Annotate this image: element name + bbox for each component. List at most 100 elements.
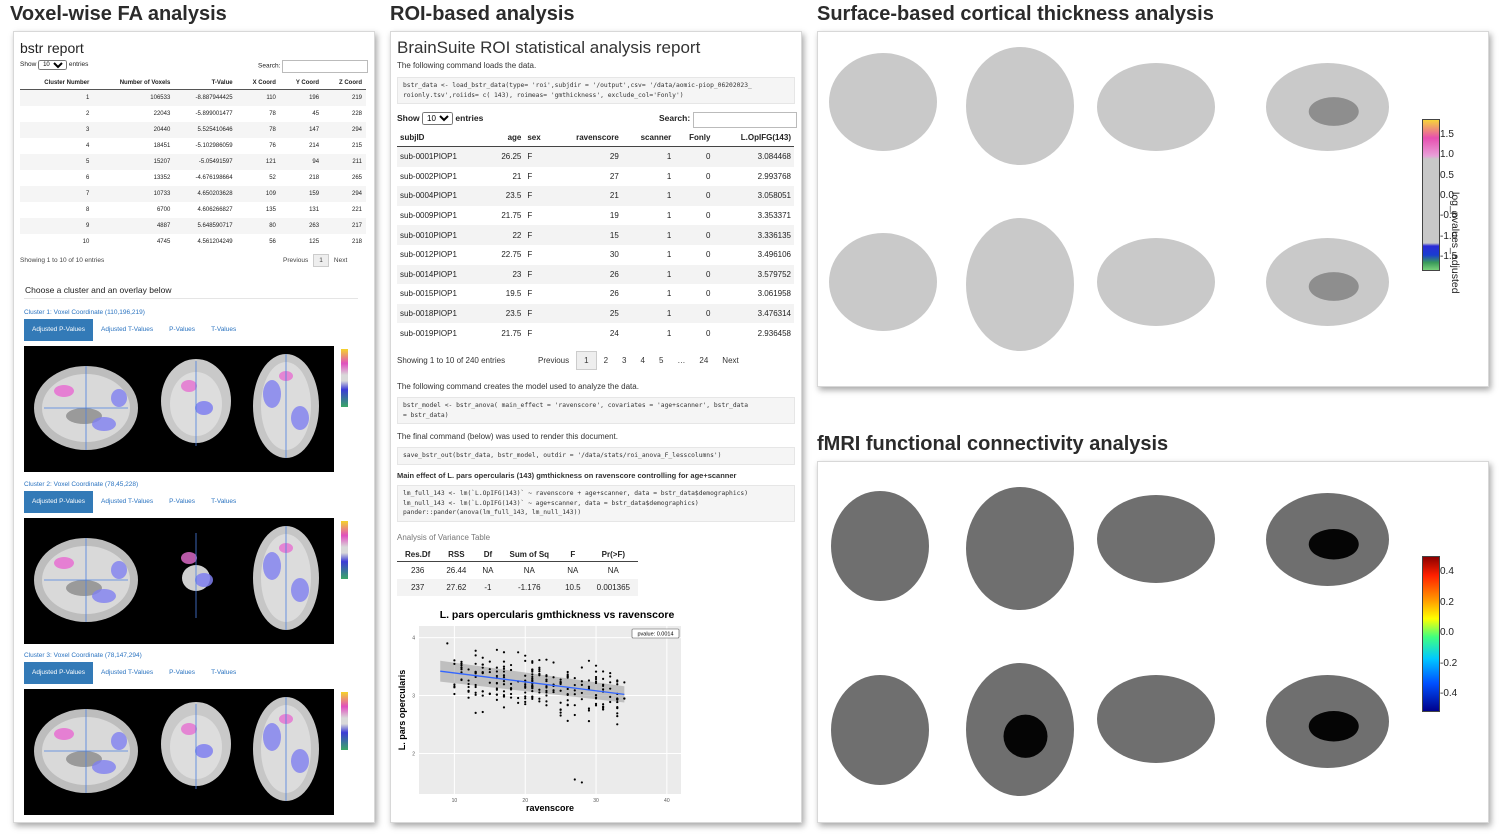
data-point [594, 670, 598, 673]
column-header[interactable]: X Coord [236, 77, 280, 90]
data-point [509, 682, 513, 685]
table-cell: 80 [236, 218, 280, 234]
data-point [616, 683, 619, 686]
data-point [616, 679, 619, 682]
table-row[interactable]: 2 22043 -5.899001477 78 45 228 [20, 106, 366, 122]
column-header[interactable]: sex [524, 130, 553, 147]
data-point [573, 778, 576, 781]
page-button[interactable]: 2 [603, 356, 609, 365]
data-point [545, 680, 548, 683]
column-header[interactable]: Cluster Number [20, 77, 94, 90]
tab-adjusted-t[interactable]: Adjusted T-Values [101, 326, 154, 333]
page-button[interactable]: 4 [640, 356, 645, 365]
roi-search-input[interactable] [692, 112, 797, 128]
fa-next-button[interactable]: Next [333, 257, 348, 264]
table-row[interactable]: sub-0010PIOP1 22 F 15 1 0 3.336135 [397, 225, 794, 245]
brain-render [1096, 62, 1215, 151]
data-point [509, 668, 513, 672]
table-cell: 52 [269, 175, 276, 181]
table-cell: 4.606266827 [197, 207, 233, 213]
column-header[interactable]: Number of Voxels [93, 77, 175, 90]
table-cell: 19 [609, 211, 619, 221]
data-point [573, 683, 576, 687]
table-row[interactable]: 5 15207 -5.05491597 121 94 211 [20, 154, 366, 170]
tab-adjusted-p[interactable]: Adjusted P-Values [24, 662, 93, 684]
table-cell: -4.676198664 [195, 175, 233, 181]
table-cell: 3.061958 [757, 289, 791, 299]
data-point [616, 705, 619, 709]
table-row[interactable]: 1 106533 -8.887944425 110 196 219 [20, 89, 366, 106]
column-header[interactable]: Z Coord [323, 77, 366, 90]
table-cell: 1 [621, 186, 675, 206]
table-row[interactable]: sub-0012PIOP1 22.75 F 30 1 0 3.496106 [397, 245, 794, 265]
data-point [602, 688, 605, 691]
table-cell: 56 [269, 239, 276, 245]
roi-text-1: The following command loads the data. [397, 61, 537, 70]
page-button[interactable]: 1 [576, 351, 597, 370]
surface-brain-view [1096, 237, 1216, 327]
data-point [474, 685, 477, 689]
table-row[interactable]: sub-0002PIOP1 21 F 27 1 0 2.993768 [397, 167, 794, 187]
column-header[interactable]: ravenscore [552, 130, 622, 147]
page-button[interactable]: Previous [538, 356, 570, 365]
data-point [587, 709, 591, 712]
surface-colorbar-label: log_pvalues_adjusted [1449, 192, 1461, 294]
column-header[interactable]: Fonly [674, 130, 714, 147]
table-row[interactable]: 10 4745 4.561204249 56 125 218 [20, 234, 366, 250]
tab-adjusted-t[interactable]: Adjusted T-Values [101, 669, 154, 676]
column-header[interactable]: subjID [397, 130, 488, 147]
table-cell: F [524, 146, 553, 167]
data-point [594, 702, 598, 705]
roi-entries-select[interactable]: 10 [422, 112, 454, 125]
colorbar-tick-label: -0.2 [1440, 657, 1458, 669]
column-header[interactable]: scanner [621, 130, 675, 147]
page-button[interactable]: 5 [658, 356, 664, 365]
tab-adjusted-p[interactable]: Adjusted P-Values [24, 319, 93, 341]
tab-adjusted-t[interactable]: Adjusted T-Values [101, 498, 154, 505]
table-cell: 5.648590717 [174, 218, 237, 234]
data-point [552, 676, 555, 679]
tab-p[interactable]: P-Values [169, 498, 196, 505]
table-row[interactable]: sub-0009PIOP1 21.75 F 19 1 0 3.353371 [397, 206, 794, 226]
table-cell: F [527, 171, 533, 181]
table-row[interactable]: sub-0014PIOP1 23 F 26 1 0 3.579752 [397, 264, 794, 285]
table-row[interactable]: 3 20440 5.525410646 78 147 294 [20, 122, 366, 138]
table-row[interactable]: sub-0004PIOP1 23.5 F 21 1 0 3.058051 [397, 186, 794, 206]
data-point [517, 696, 520, 700]
table-row[interactable]: 6 13352 -4.676198664 52 218 265 [20, 170, 366, 186]
tab-t[interactable]: T-Values [211, 326, 237, 333]
column-header[interactable]: Y Coord [279, 77, 324, 90]
table-row[interactable]: 9 4887 5.648590717 80 263 217 [20, 218, 366, 234]
column-header[interactable]: age [487, 130, 525, 147]
table-cell: 110 [236, 89, 280, 106]
table-row[interactable]: sub-0018PIOP1 23.5 F 25 1 0 3.476314 [397, 303, 794, 324]
column-header[interactable]: T-Value [174, 77, 237, 90]
fa-page-button[interactable]: 1 [313, 254, 329, 267]
page-button[interactable]: 3 [622, 356, 627, 365]
tab-adjusted-p[interactable]: Adjusted P-Values [24, 491, 93, 513]
table-row[interactable]: 4 18451 -5.102986059 76 214 215 [20, 138, 366, 154]
table-row[interactable]: sub-0001PIOP1 26.25 F 29 1 0 3.084468 [397, 146, 794, 167]
fa-prev-button[interactable]: Previous [283, 257, 309, 264]
page-button[interactable]: … [677, 356, 686, 365]
page-button[interactable]: 24 [699, 356, 709, 365]
column-header[interactable]: L.OpIFG(143) [713, 130, 794, 147]
table-row[interactable]: 8 6700 4.606266827 135 131 221 [20, 202, 366, 218]
data-point [609, 695, 612, 698]
table-row[interactable]: sub-0019PIOP1 21.75 F 24 1 0 2.936458 [397, 323, 794, 343]
table-row[interactable]: sub-0015PIOP1 19.5 F 26 1 0 3.061958 [397, 284, 794, 304]
data-point [531, 675, 534, 678]
page-button[interactable]: Next [722, 356, 739, 365]
table-cell: 1 [666, 211, 672, 221]
data-point [587, 720, 591, 723]
table-row[interactable]: 7 10733 4.650203628 109 159 294 [20, 186, 366, 202]
tab-p[interactable]: P-Values [169, 669, 196, 676]
tab-t[interactable]: T-Values [211, 669, 237, 676]
table-cell: 94 [279, 154, 324, 170]
code-model: bstr_model <- bstr_anova( main_effect = … [397, 397, 795, 424]
x-tick-label: 30 [593, 798, 599, 804]
fa-search-input[interactable] [282, 60, 369, 73]
tab-t[interactable]: T-Values [211, 498, 237, 505]
fa-entries-select[interactable]: 10 [38, 60, 68, 70]
tab-p[interactable]: P-Values [169, 326, 196, 333]
